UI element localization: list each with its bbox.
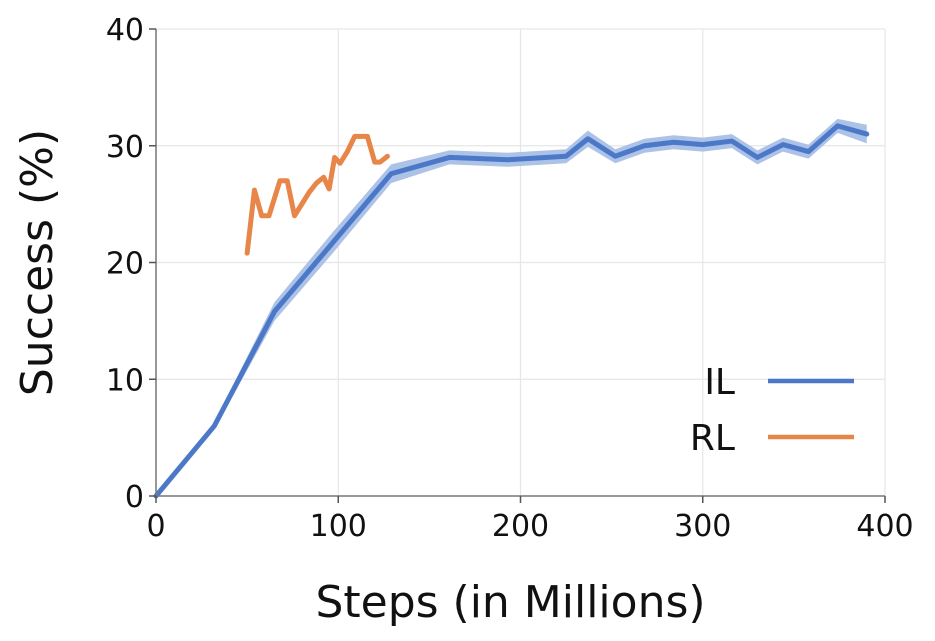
- series-lines: [153, 123, 870, 499]
- y-tick-label-30: 30: [106, 130, 144, 165]
- legend-label-il: IL: [704, 362, 735, 403]
- y-tick-label-20: 20: [106, 247, 144, 282]
- x-tick-label-100: 100: [310, 509, 367, 544]
- series-il-band: [156, 118, 867, 497]
- x-tick-label-0: 0: [146, 509, 165, 544]
- x-tick-label-400: 400: [856, 509, 913, 544]
- x-tick-label-200: 200: [492, 509, 549, 544]
- series-il-line: [153, 123, 870, 499]
- tick-labels: 0 100 200 300 400 0 10 20 30 40: [106, 13, 914, 544]
- y-tick-label-10: 10: [106, 363, 144, 398]
- x-tick-label-300: 300: [674, 509, 731, 544]
- y-tick-label-0: 0: [125, 480, 144, 515]
- grid: [156, 28, 886, 496]
- x-axis-title: Steps (in Millions): [315, 577, 705, 628]
- legend-label-rl: RL: [690, 418, 735, 459]
- legend: IL RL: [690, 362, 854, 459]
- confidence-bands: [156, 118, 867, 497]
- y-axis-title: Success (%): [12, 129, 63, 396]
- axes: [149, 28, 886, 503]
- y-tick-label-40: 40: [106, 13, 144, 48]
